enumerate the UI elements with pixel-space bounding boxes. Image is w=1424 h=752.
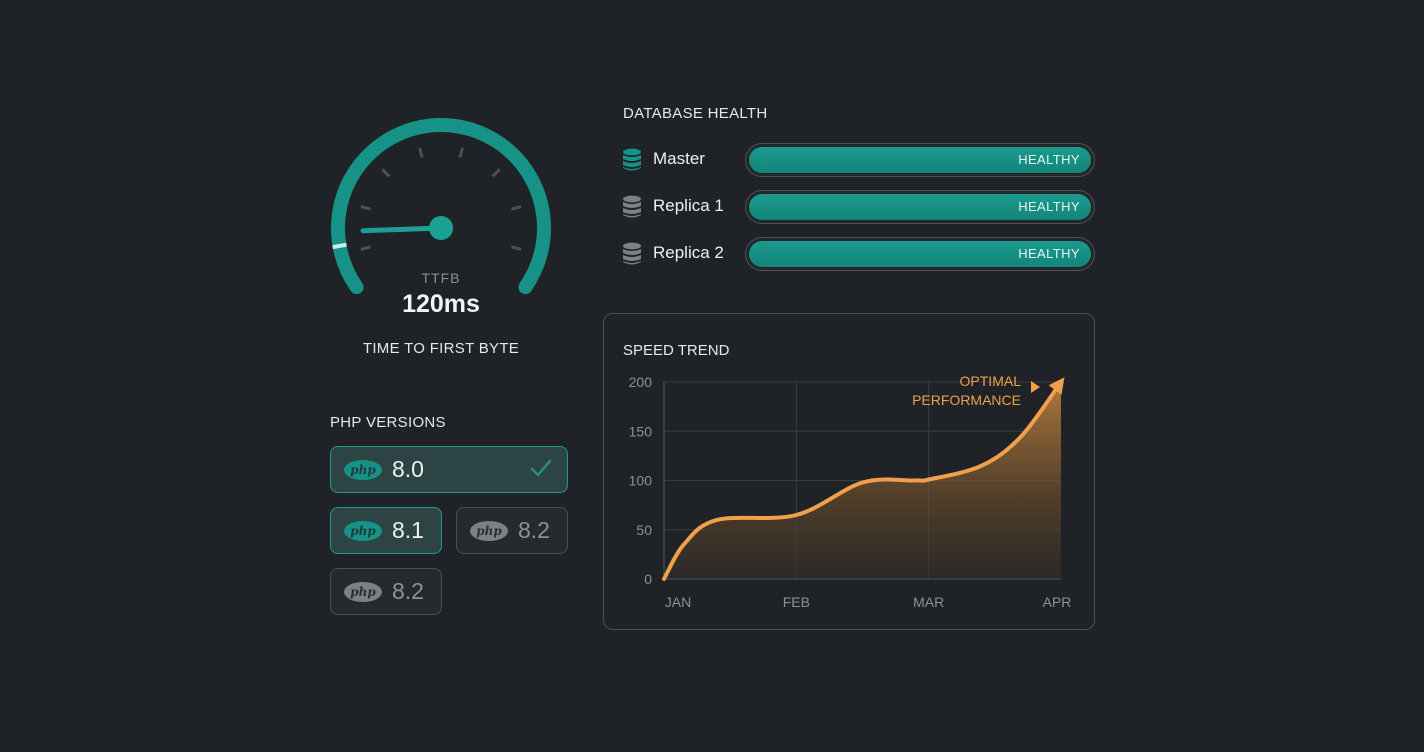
db-name: Replica 2: [653, 243, 724, 262]
gauge-caption: TIME TO FIRST BYTE: [362, 340, 520, 357]
php-version-button-8-1[interactable]: php 8.1: [330, 507, 442, 554]
y-tick-label: 200: [629, 374, 653, 390]
gauge-ticks: [360, 147, 522, 251]
database-icon: [623, 148, 641, 171]
gauge-tick: [458, 147, 464, 158]
y-axis-ticks: 0 50 100 150 200: [629, 374, 653, 587]
db-name: Master: [653, 149, 705, 168]
y-tick-label: 100: [629, 473, 653, 489]
speed-trend-panel: SPEED TREND 0 50 100 150 200 JAN FEB MAR APR OP…: [603, 313, 1095, 630]
php-version-label: 8.2: [392, 578, 424, 604]
chart-series-line: [662, 380, 1063, 581]
x-tick-label: JAN: [665, 594, 691, 610]
annotation-pointer-icon: [1031, 381, 1040, 393]
php-version-label: 8.2: [518, 517, 550, 543]
db-health-fill: HEALTHY: [749, 194, 1091, 220]
check-icon: [530, 459, 552, 477]
annotation-line-1: OPTIMAL: [960, 373, 1022, 389]
php-versions-title: PHP VERSIONS: [330, 414, 446, 431]
php-version-label: 8.1: [392, 517, 424, 543]
ttfb-gauge: [331, 118, 551, 295]
db-health-bar: HEALTHY: [745, 237, 1095, 271]
db-status-label: HEALTHY: [1018, 246, 1080, 261]
db-health-fill: HEALTHY: [749, 147, 1091, 173]
ttfb-label: TTFB: [421, 270, 461, 286]
database-health-title: DATABASE HEALTH: [623, 105, 768, 122]
x-axis-ticks: JAN FEB MAR APR: [665, 594, 1072, 610]
php-logo-icon: php: [344, 520, 382, 541]
x-tick-label: FEB: [783, 594, 810, 610]
chart-area: [664, 382, 1061, 579]
db-row-master: Master HEALTHY: [622, 143, 1096, 177]
y-tick-label: 50: [636, 522, 652, 538]
gauge-tick: [511, 205, 522, 211]
chart-arrow-head: [1048, 377, 1065, 395]
chart-title: SPEED TREND: [623, 342, 730, 359]
gauge-tick: [360, 245, 371, 251]
php-version-button-8-2-alt[interactable]: php 8.2: [330, 568, 442, 615]
y-tick-label: 150: [629, 423, 653, 439]
x-tick-label: MAR: [913, 594, 944, 610]
db-row-replica-1: Replica 1 HEALTHY: [622, 190, 1096, 224]
php-logo-icon: php: [470, 520, 508, 541]
php-logo-icon: php: [344, 581, 382, 602]
gauge-tick: [381, 168, 391, 178]
db-health-bar: HEALTHY: [745, 190, 1095, 224]
gauge-level-marker: [332, 242, 347, 250]
y-tick-label: 0: [644, 571, 652, 587]
php-version-button-8-2[interactable]: php 8.2: [456, 507, 568, 554]
gauge-needle: [360, 225, 444, 234]
database-icon: [623, 242, 641, 265]
php-version-label: 8.0: [392, 456, 424, 482]
database-icon: [623, 195, 641, 218]
gauge-tick: [511, 245, 522, 251]
gauge-tick: [491, 168, 501, 178]
x-tick-label: APR: [1043, 594, 1072, 610]
annotation-line-2: PERFORMANCE: [912, 392, 1021, 408]
db-status-label: HEALTHY: [1018, 152, 1080, 167]
gauge-hub: [429, 216, 453, 240]
gauge-tick: [418, 147, 424, 158]
php-version-button-8-0[interactable]: php 8.0: [330, 446, 568, 493]
db-status-label: HEALTHY: [1018, 199, 1080, 214]
ttfb-value: 120ms: [402, 290, 480, 318]
speed-trend-chart: SPEED TREND 0 50 100 150 200 JAN FEB MAR APR OP…: [623, 342, 1072, 610]
db-row-replica-2: Replica 2 HEALTHY: [622, 237, 1096, 271]
db-name: Replica 1: [653, 196, 724, 215]
gauge-tick: [360, 205, 371, 211]
php-logo-icon: php: [344, 459, 382, 480]
gauge-arc: [331, 118, 551, 295]
db-health-fill: HEALTHY: [749, 241, 1091, 267]
db-health-bar: HEALTHY: [745, 143, 1095, 177]
